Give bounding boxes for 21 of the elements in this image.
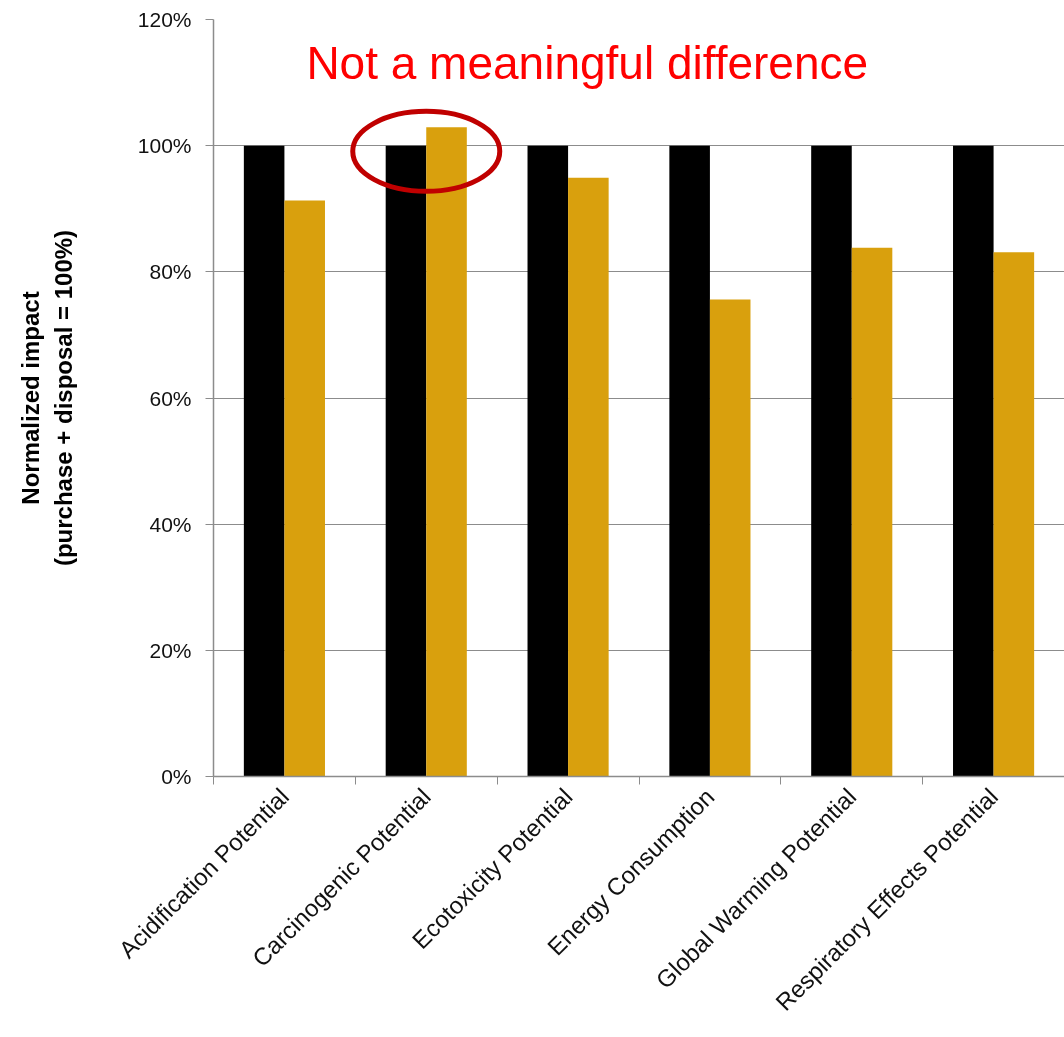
bar xyxy=(243,145,285,777)
bar xyxy=(851,247,893,777)
y-tick-label: 60% xyxy=(149,386,192,410)
bar xyxy=(568,177,609,777)
y-tick-label: 20% xyxy=(149,638,192,662)
bar xyxy=(284,200,325,777)
y-tick-label: 120% xyxy=(137,8,192,31)
bar xyxy=(709,299,751,777)
y-tick-label: 0% xyxy=(161,765,192,788)
y-axis-title: Normalized impact (purchase + disposal = 100%) xyxy=(17,229,77,567)
y-tick-label: 40% xyxy=(149,512,192,536)
bar xyxy=(953,145,994,777)
bar xyxy=(527,145,569,777)
bar xyxy=(385,145,427,777)
bar xyxy=(993,252,1035,777)
bar xyxy=(669,145,710,777)
bar xyxy=(811,145,852,777)
y-tick-label: 100% xyxy=(137,134,192,158)
bar xyxy=(426,127,467,777)
y-tick-label: 80% xyxy=(149,260,192,284)
annotation: Not a meaningful difference xyxy=(306,37,869,90)
